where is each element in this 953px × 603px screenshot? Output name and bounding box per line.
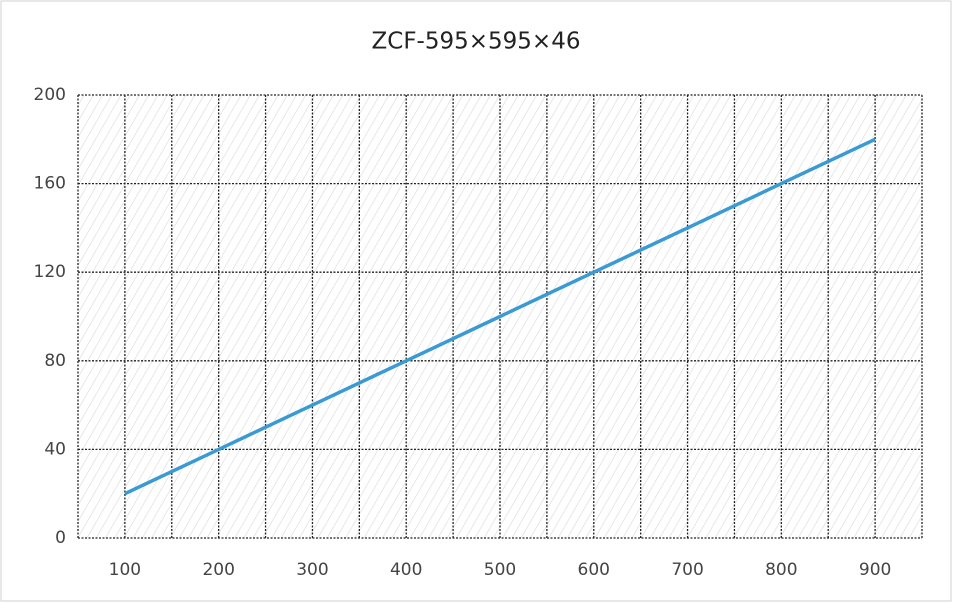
x-tick-label: 900 [859,560,891,580]
y-tick-label: 200 [34,85,66,105]
data-line [124,137,876,496]
y-tick-label: 0 [55,528,66,548]
y-tick-label: 120 [34,262,66,282]
chart-title: ZCF-595×595×46 [372,29,581,55]
x-tick-label: 100 [109,560,141,580]
y-tick-label: 40 [44,439,66,459]
x-tick-label: 700 [671,560,703,580]
x-tick-label: 600 [578,560,610,580]
y-tick-label: 160 [34,174,66,194]
x-tick-label: 500 [484,560,516,580]
x-tick-label: 400 [390,560,422,580]
x-tick-label: 200 [202,560,234,580]
x-tick-label: 300 [296,560,328,580]
y-tick-label: 80 [44,351,66,371]
x-tick-label: 800 [765,560,797,580]
